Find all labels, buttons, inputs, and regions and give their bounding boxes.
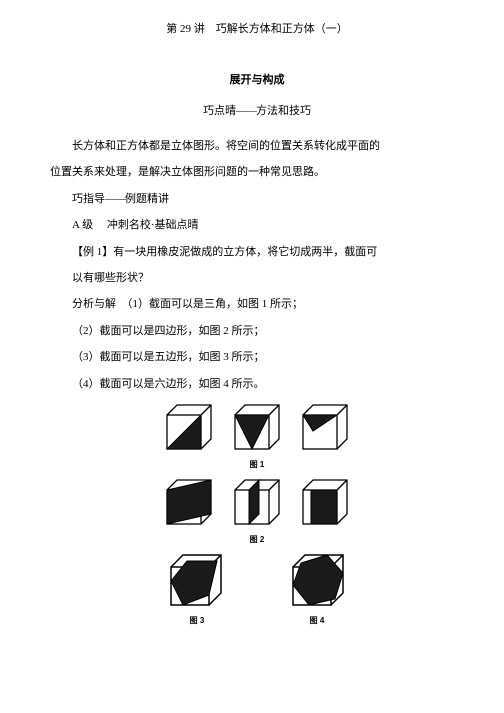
figure-34-captions: 图 3 图 4 bbox=[50, 613, 464, 632]
figure-2-caption: 图 2 bbox=[250, 534, 265, 545]
analysis-line-4: （4）截面可以是六边形，如图 4 所示。 bbox=[50, 371, 464, 397]
analysis-line-2: （2）截面可以是四边形，如图 2 所示； bbox=[50, 318, 464, 344]
section-unfold-title: 展开与构成 bbox=[50, 71, 464, 87]
cube-quad-3 bbox=[297, 476, 353, 532]
lecture-header: 第 29 讲 巧解长方体和正方体（一） bbox=[50, 20, 464, 36]
cube-quad-1 bbox=[161, 476, 217, 532]
cube-hexagon bbox=[287, 551, 349, 613]
level-a-heading: A 级 冲刺名校·基础点晴 bbox=[50, 212, 464, 238]
subsection-guide: 巧指导——例题精讲 bbox=[50, 186, 464, 212]
guide-prefix: 巧指导 bbox=[72, 193, 105, 205]
sub-suffix: 方法和技巧 bbox=[256, 105, 311, 117]
guide-suffix: 例题精讲 bbox=[125, 193, 169, 205]
dash-icon: —— bbox=[236, 105, 256, 117]
paragraph-line-1: 长方体和正方体都是立体图形。将空间的位置关系转化成平面的 bbox=[50, 133, 464, 159]
figure-row-3 bbox=[165, 551, 349, 613]
cube-tri-2 bbox=[229, 401, 285, 457]
figure-row-1 bbox=[161, 401, 353, 457]
paragraph-line-2: 位置关系来处理，是解决立体图形问题的一种常见思路。 bbox=[50, 159, 464, 185]
analysis-line-3: （3）截面可以是五边形，如图 3 所示； bbox=[50, 344, 464, 370]
figure-3-caption: 图 3 bbox=[167, 615, 227, 626]
cube-tri-1 bbox=[161, 401, 217, 457]
sub-prefix: 巧点晴 bbox=[203, 105, 236, 117]
figures-area: 图 1 bbox=[50, 401, 464, 632]
figure-1-caption: 图 1 bbox=[250, 459, 265, 470]
cube-quad-2 bbox=[229, 476, 285, 532]
example-1-line1: 【例 1】有一块用橡皮泥做成的立方体，将它切成两半，截面可 bbox=[50, 239, 464, 265]
figure-row-2 bbox=[161, 476, 353, 532]
cube-pentagon bbox=[165, 551, 227, 613]
cube-tri-3 bbox=[297, 401, 353, 457]
figure-4-caption: 图 4 bbox=[287, 615, 347, 626]
analysis-line-1: 分析与解 （1）截面可以是三角，如图 1 所示； bbox=[50, 291, 464, 317]
subsection-method: 巧点晴——方法和技巧 bbox=[50, 102, 464, 118]
dash-icon: —— bbox=[105, 193, 125, 205]
example-1-line2: 以有哪些形状？ bbox=[50, 265, 464, 291]
